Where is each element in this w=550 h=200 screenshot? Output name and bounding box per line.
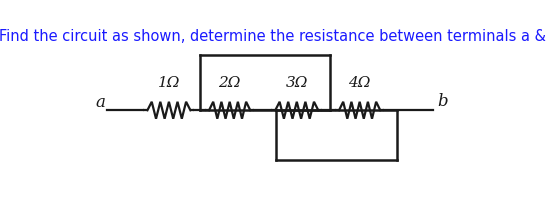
Text: 1Ω: 1Ω	[158, 76, 180, 90]
Text: Find the circuit as shown, determine the resistance between terminals a & b.: Find the circuit as shown, determine the…	[0, 29, 550, 44]
Text: 3Ω: 3Ω	[285, 76, 308, 90]
Text: a: a	[95, 94, 105, 111]
Text: 2Ω: 2Ω	[218, 76, 241, 90]
Text: 4Ω: 4Ω	[349, 76, 371, 90]
Text: b: b	[437, 92, 448, 110]
